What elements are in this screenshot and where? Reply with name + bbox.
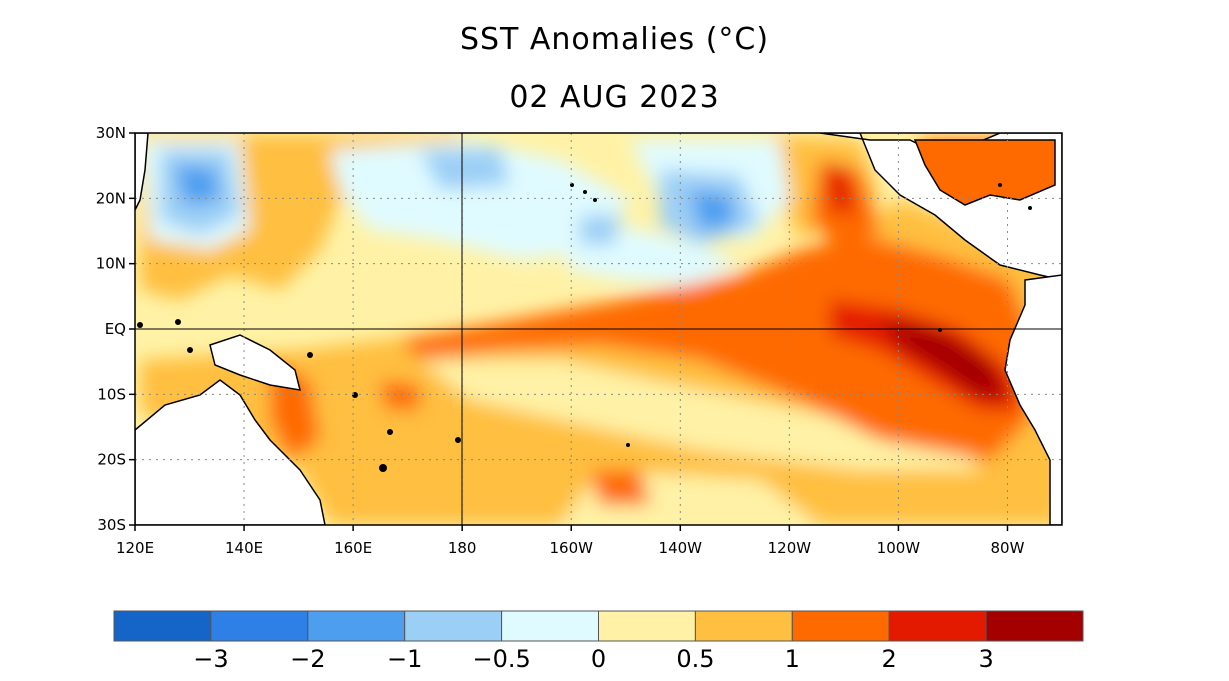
- map-date: 02 AUG 2023: [509, 80, 720, 115]
- colorbar-bin: [307, 610, 406, 642]
- lat-tick-label: 20S: [97, 451, 126, 469]
- asia-landmass: [135, 133, 149, 211]
- colorbar-tick-label: 1: [785, 645, 800, 673]
- lon-tick-label: 180: [448, 539, 477, 557]
- gulf-of-mexico: [913, 139, 1056, 206]
- lat-tick-label: 30N: [96, 124, 126, 142]
- australia-landmass: [135, 379, 326, 525]
- anomaly-field: [140, 135, 1062, 525]
- colorbar-bin: [210, 610, 309, 642]
- lon-tick-label: 140W: [659, 539, 703, 557]
- new-guinea-landmass: [209, 334, 302, 391]
- lat-tick-label: EQ: [105, 320, 126, 338]
- map-title: SST Anomalies (°C): [459, 22, 770, 57]
- lat-tick-label: 30S: [97, 516, 126, 534]
- lon-tick-label: 100W: [877, 539, 921, 557]
- sst-anomaly-map: 120E 140E 160E 180 160W 140W 120W 100W 80W 30N 20…: [96, 124, 1063, 557]
- latitude-axis: 30N 20N 10N EQ 10S 20S 30S: [96, 124, 135, 534]
- colorbar-tick-label: 0: [591, 645, 606, 673]
- lon-tick-label: 80W: [991, 539, 1025, 557]
- lon-tick-label: 120W: [768, 539, 812, 557]
- colorbar-tick-label: −1: [387, 645, 422, 673]
- lon-tick-label: 160E: [334, 539, 372, 557]
- colorbar-tick-label: 2: [882, 645, 897, 673]
- longitude-axis: 120E 140E 160E 180 160W 140W 120W 100W 80W: [116, 525, 1025, 557]
- colorbar-tick-label: −3: [193, 645, 228, 673]
- lat-tick-label: 20N: [96, 189, 126, 207]
- lon-tick-label: 120E: [116, 539, 154, 557]
- colorbar-bin: [404, 610, 503, 642]
- colorbar-tick-label: 3: [978, 645, 993, 673]
- lon-tick-label: 140E: [225, 539, 263, 557]
- colorbar-bin: [791, 610, 890, 642]
- colorbar-bin: [113, 610, 212, 642]
- colorbar-bin: [501, 610, 600, 642]
- lat-tick-label: 10N: [96, 255, 126, 273]
- colorbar-bin: [985, 610, 1084, 642]
- colorbar-tick-label: −0.5: [472, 645, 530, 673]
- islands: [137, 183, 1032, 472]
- colorbar-bin: [888, 610, 987, 642]
- colorbar-tick-label: −2: [290, 645, 325, 673]
- colorbar-bin: [598, 610, 696, 642]
- colorbar-bin: [694, 610, 793, 642]
- colorbar-tick-label: 0.5: [676, 645, 714, 673]
- lat-tick-label: 10S: [97, 385, 126, 403]
- lon-tick-label: 160W: [550, 539, 594, 557]
- south-america-landmass: [1004, 274, 1062, 525]
